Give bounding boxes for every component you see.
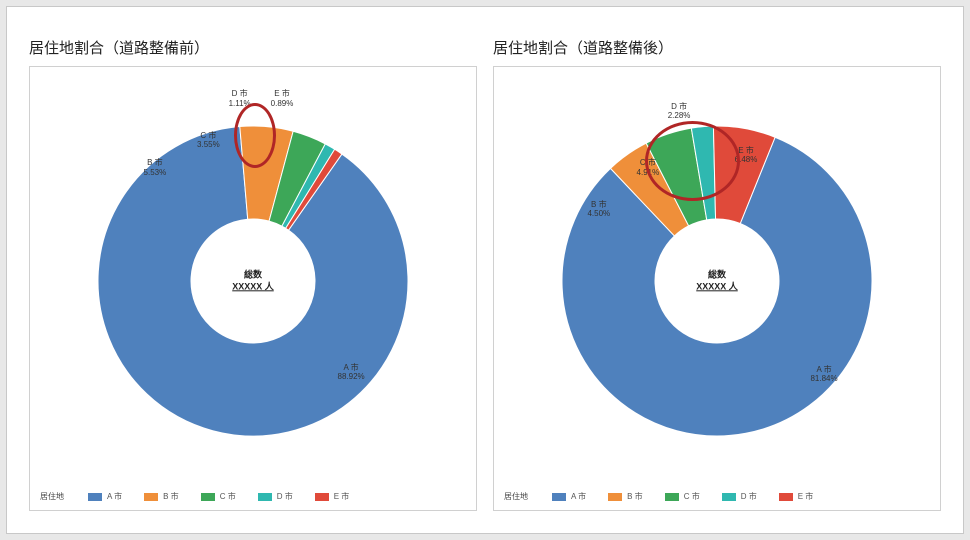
swatch-e <box>779 493 793 501</box>
legend-item: B 市 <box>608 491 643 502</box>
swatch-a <box>88 493 102 501</box>
panel-before-title: 居住地割合（道路整備前） <box>29 37 477 58</box>
legend-before: 居住地 A 市 B 市 C 市 D 市 E 市 <box>30 485 476 510</box>
panels-row: 居住地割合（道路整備前） 総数XXXXX 人 A 市88.92% B 市5.53% C… <box>29 37 941 511</box>
legend-item: C 市 <box>665 491 700 502</box>
slice-label-b: B 市5.53% <box>144 158 167 176</box>
donut-before: 総数XXXXX 人 A 市88.92% B 市5.53% C 市3.55% D 市1.1… <box>30 67 476 485</box>
legend-text: B 市 <box>163 491 179 502</box>
swatch-c <box>201 493 215 501</box>
legend-text: C 市 <box>220 491 236 502</box>
donut-center-label: 総数XXXXX 人 <box>677 269 757 292</box>
panel-after-title: 居住地割合（道路整備後） <box>493 37 941 58</box>
swatch-d <box>258 493 272 501</box>
panel-before: 居住地割合（道路整備前） 総数XXXXX 人 A 市88.92% B 市5.53% C… <box>29 37 477 511</box>
legend-text: E 市 <box>334 491 350 502</box>
slice-label-e: E 市0.89% <box>271 89 294 107</box>
slice-label-a: A 市88.92% <box>338 363 365 381</box>
legend-text: A 市 <box>571 491 586 502</box>
legend-item: A 市 <box>552 491 586 502</box>
legend-after: 居住地 A 市 B 市 C 市 D 市 E 市 <box>494 485 940 510</box>
legend-text: E 市 <box>798 491 814 502</box>
donut-center-label: 総数XXXXX 人 <box>213 269 293 292</box>
legend-label: 居住地 <box>40 491 64 502</box>
slice-label-c: C 市3.55% <box>197 131 220 149</box>
slice-label-e: E 市6.48% <box>735 146 758 164</box>
legend-text: B 市 <box>627 491 643 502</box>
swatch-a <box>552 493 566 501</box>
legend-item: E 市 <box>779 491 814 502</box>
slice-label-d: D 市2.28% <box>668 102 691 120</box>
swatch-b <box>608 493 622 501</box>
legend-item: C 市 <box>201 491 236 502</box>
legend-text: A 市 <box>107 491 122 502</box>
legend-item: E 市 <box>315 491 350 502</box>
panel-before-box: 総数XXXXX 人 A 市88.92% B 市5.53% C 市3.55% D 市1.1… <box>29 66 477 511</box>
swatch-b <box>144 493 158 501</box>
slice-label-a: A 市81.84% <box>810 365 837 383</box>
legend-item: B 市 <box>144 491 179 502</box>
legend-item: D 市 <box>258 491 293 502</box>
legend-label: 居住地 <box>504 491 528 502</box>
swatch-e <box>315 493 329 501</box>
legend-item: D 市 <box>722 491 757 502</box>
slice-label-d: D 市1.11% <box>229 89 251 107</box>
page-frame: 居住地割合（道路整備前） 総数XXXXX 人 A 市88.92% B 市5.53% C… <box>6 6 964 534</box>
legend-text: C 市 <box>684 491 700 502</box>
slice-label-c: C 市4.91% <box>637 158 660 176</box>
legend-text: D 市 <box>277 491 293 502</box>
slice-label-b: B 市4.50% <box>587 200 610 218</box>
panel-after-box: 総数XXXXX 人 A 市81.84% B 市4.50% C 市4.91% D 市2.2… <box>493 66 941 511</box>
swatch-d <box>722 493 736 501</box>
legend-text: D 市 <box>741 491 757 502</box>
legend-item: A 市 <box>88 491 122 502</box>
swatch-c <box>665 493 679 501</box>
panel-after: 居住地割合（道路整備後） 総数XXXXX 人 A 市81.84% B 市4.50% C… <box>493 37 941 511</box>
donut-after: 総数XXXXX 人 A 市81.84% B 市4.50% C 市4.91% D 市2.2… <box>494 67 940 485</box>
